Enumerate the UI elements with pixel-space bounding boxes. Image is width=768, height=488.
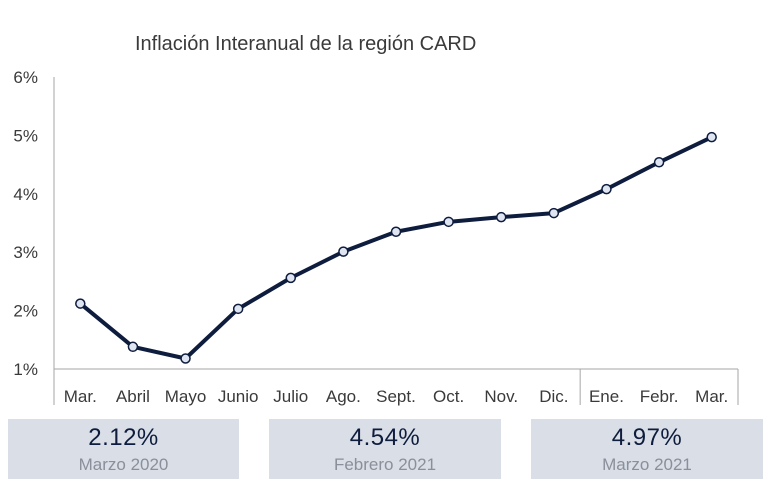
data-point <box>390 226 402 238</box>
data-point <box>548 207 560 219</box>
callout-label: Febrero 2021 <box>333 455 437 474</box>
x-tick-label: Abril <box>116 387 150 406</box>
x-tick-label: Mayo <box>165 387 207 406</box>
data-point <box>180 353 191 364</box>
callout-value: 2.12% <box>88 424 159 451</box>
y-axis-ticks: 1% 2% 3% 4% 5% 6% <box>13 68 38 379</box>
data-point <box>127 341 139 353</box>
y-tick-label: 1% <box>13 360 38 379</box>
x-tick-label: Ene. <box>589 387 624 406</box>
chart-title: Inflación Interanual de la región CARD <box>135 33 476 55</box>
y-tick-label: 2% <box>13 302 38 321</box>
x-tick-label: Mar. <box>64 387 97 406</box>
data-point <box>601 183 612 195</box>
x-tick-label: Febr. <box>640 387 679 406</box>
data-point <box>338 246 349 257</box>
y-tick-label: 6% <box>13 68 38 87</box>
callout-febrero-2021: 4.54% Febrero 2021 <box>269 419 501 479</box>
x-tick-label: Junio <box>218 387 259 406</box>
line-chart: Inflación Interanual de la región CARD 1… <box>13 33 739 406</box>
data-point <box>706 131 717 143</box>
x-tick-label: Nov. <box>484 387 518 406</box>
x-tick-label: Dic. <box>539 387 568 406</box>
data-point <box>653 157 665 168</box>
data-point <box>232 303 244 315</box>
y-tick-label: 3% <box>13 243 38 262</box>
data-point <box>443 216 454 228</box>
callout-label: Marzo 2020 <box>78 455 169 474</box>
callout-value: 4.54% <box>349 424 421 451</box>
callout-marzo-2020: 2.12% Marzo 2020 <box>8 419 239 479</box>
x-tick-label: Sept. <box>376 387 416 406</box>
x-tick-label: Oct. <box>433 387 464 406</box>
series-line <box>78 135 714 361</box>
callout-label: Marzo 2021 <box>602 455 692 474</box>
axes <box>53 77 739 405</box>
data-point <box>495 211 507 223</box>
y-tick-label: 5% <box>13 126 38 145</box>
x-axis-ticks: Mar. Abril Mayo Junio Julio Ago. Sept. Oct. Nov.… <box>64 387 728 406</box>
data-point <box>285 272 297 284</box>
x-tick-label: Ago. <box>326 387 361 406</box>
x-tick-label: Mar. <box>695 387 728 406</box>
callout-marzo-2021: 4.97% Marzo 2021 <box>531 419 763 479</box>
callout-value: 4.97% <box>611 424 683 451</box>
data-point <box>75 298 86 309</box>
x-tick-label: Julio <box>273 387 308 406</box>
y-tick-label: 4% <box>13 185 38 204</box>
series-inflation <box>75 131 717 364</box>
